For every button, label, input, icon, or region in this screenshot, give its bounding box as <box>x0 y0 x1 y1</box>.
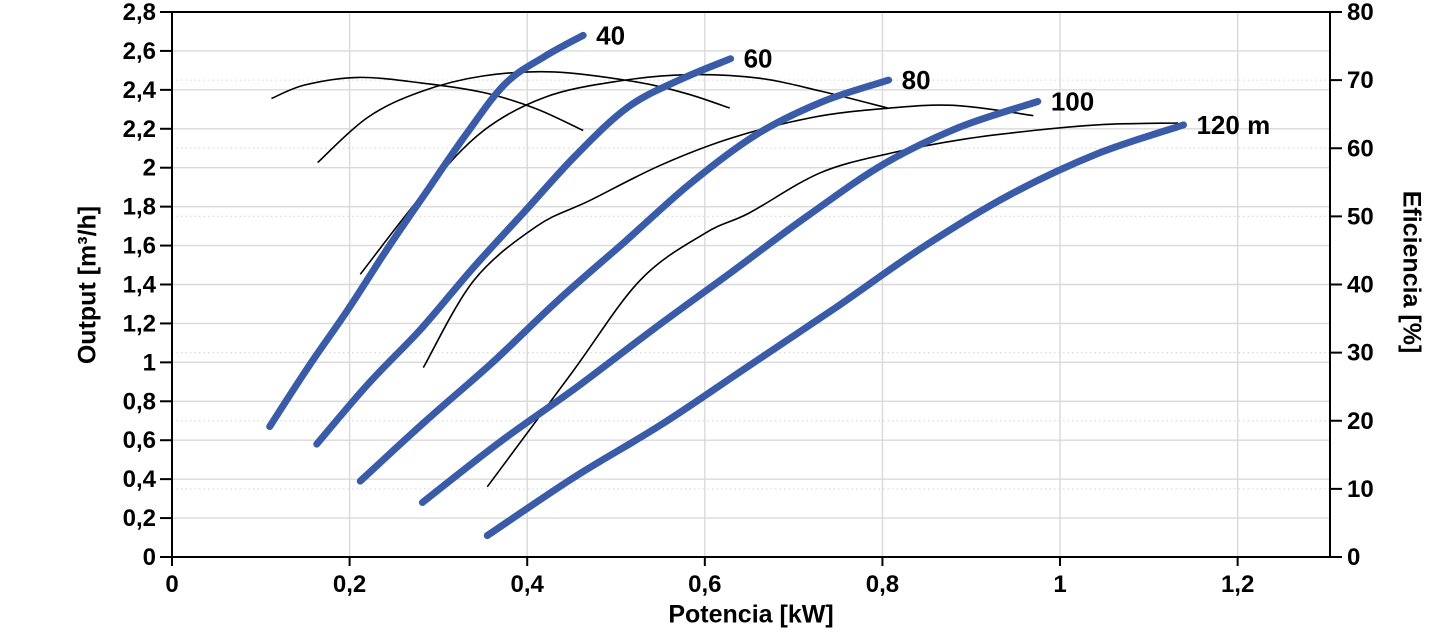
y-left-tick-label: 2,6 <box>123 38 156 65</box>
curve-label-60: 60 <box>744 44 773 74</box>
pump-curve-80 <box>356 76 893 485</box>
y-left-tick-label: 1,4 <box>123 272 157 299</box>
y-left-tick-label: 1,2 <box>123 310 156 337</box>
pump-curve-120 <box>483 121 1187 540</box>
y-left-tick-label: 0,8 <box>123 388 156 415</box>
y-right-tick-label: 50 <box>1347 203 1374 230</box>
x-tick-label: 0,6 <box>688 571 721 598</box>
efficiency-curve-120 <box>486 122 1179 488</box>
y-left-tick-label: 0,6 <box>123 427 156 454</box>
curve-label-80: 80 <box>902 65 931 95</box>
y-right-tick-label: 30 <box>1347 340 1374 367</box>
y-left-tick-label: 1 <box>143 349 156 376</box>
y-left-tick-label: 2,4 <box>123 77 157 104</box>
y-left-tick-label: 1,8 <box>123 194 156 221</box>
pump-curve-40 <box>266 31 587 431</box>
y-right-tick-label: 10 <box>1347 476 1374 503</box>
y-left-tick-label: 0,4 <box>123 466 157 493</box>
y-left-tick-label: 1,6 <box>123 233 156 260</box>
efficiency-curve-40 <box>271 76 584 132</box>
y-left-tick-label: 2 <box>143 155 156 182</box>
x-tick-label: 0 <box>165 571 178 598</box>
x-axis-title: Potencia [kW] <box>668 600 834 629</box>
y-right-tick-label: 40 <box>1347 272 1374 299</box>
y-right-tick-label: 70 <box>1347 67 1374 94</box>
y-right-tick-label: 0 <box>1347 544 1360 571</box>
x-tick-label: 1,2 <box>1221 571 1254 598</box>
curve-label-40: 40 <box>596 20 625 50</box>
efficiency-curve-100 <box>422 104 1034 369</box>
curve-label-100: 100 <box>1051 87 1094 117</box>
pump-curve-60 <box>313 55 735 448</box>
y-left-tick-label: 0 <box>143 544 156 571</box>
y-left-tick-label: 2,2 <box>123 116 156 143</box>
y-right-tick-label: 20 <box>1347 408 1374 435</box>
y-right-tick-label: 60 <box>1347 135 1374 162</box>
x-tick-label: 0,2 <box>333 571 366 598</box>
pump-curve-100 <box>418 98 1042 506</box>
x-tick-label: 0,8 <box>866 571 899 598</box>
curve-label-120: 120 m <box>1196 110 1270 140</box>
y-left-tick-label: 2,8 <box>123 0 156 26</box>
x-tick-label: 1 <box>1053 571 1066 598</box>
y-right-tick-label: 80 <box>1347 0 1374 26</box>
y-left-tick-label: 0,2 <box>123 505 156 532</box>
y-axis-title-left: Output [m³/h] <box>73 205 102 365</box>
x-tick-label: 0,4 <box>511 571 545 598</box>
y-axis-title-right: Eficiencia [%] <box>1397 190 1426 354</box>
